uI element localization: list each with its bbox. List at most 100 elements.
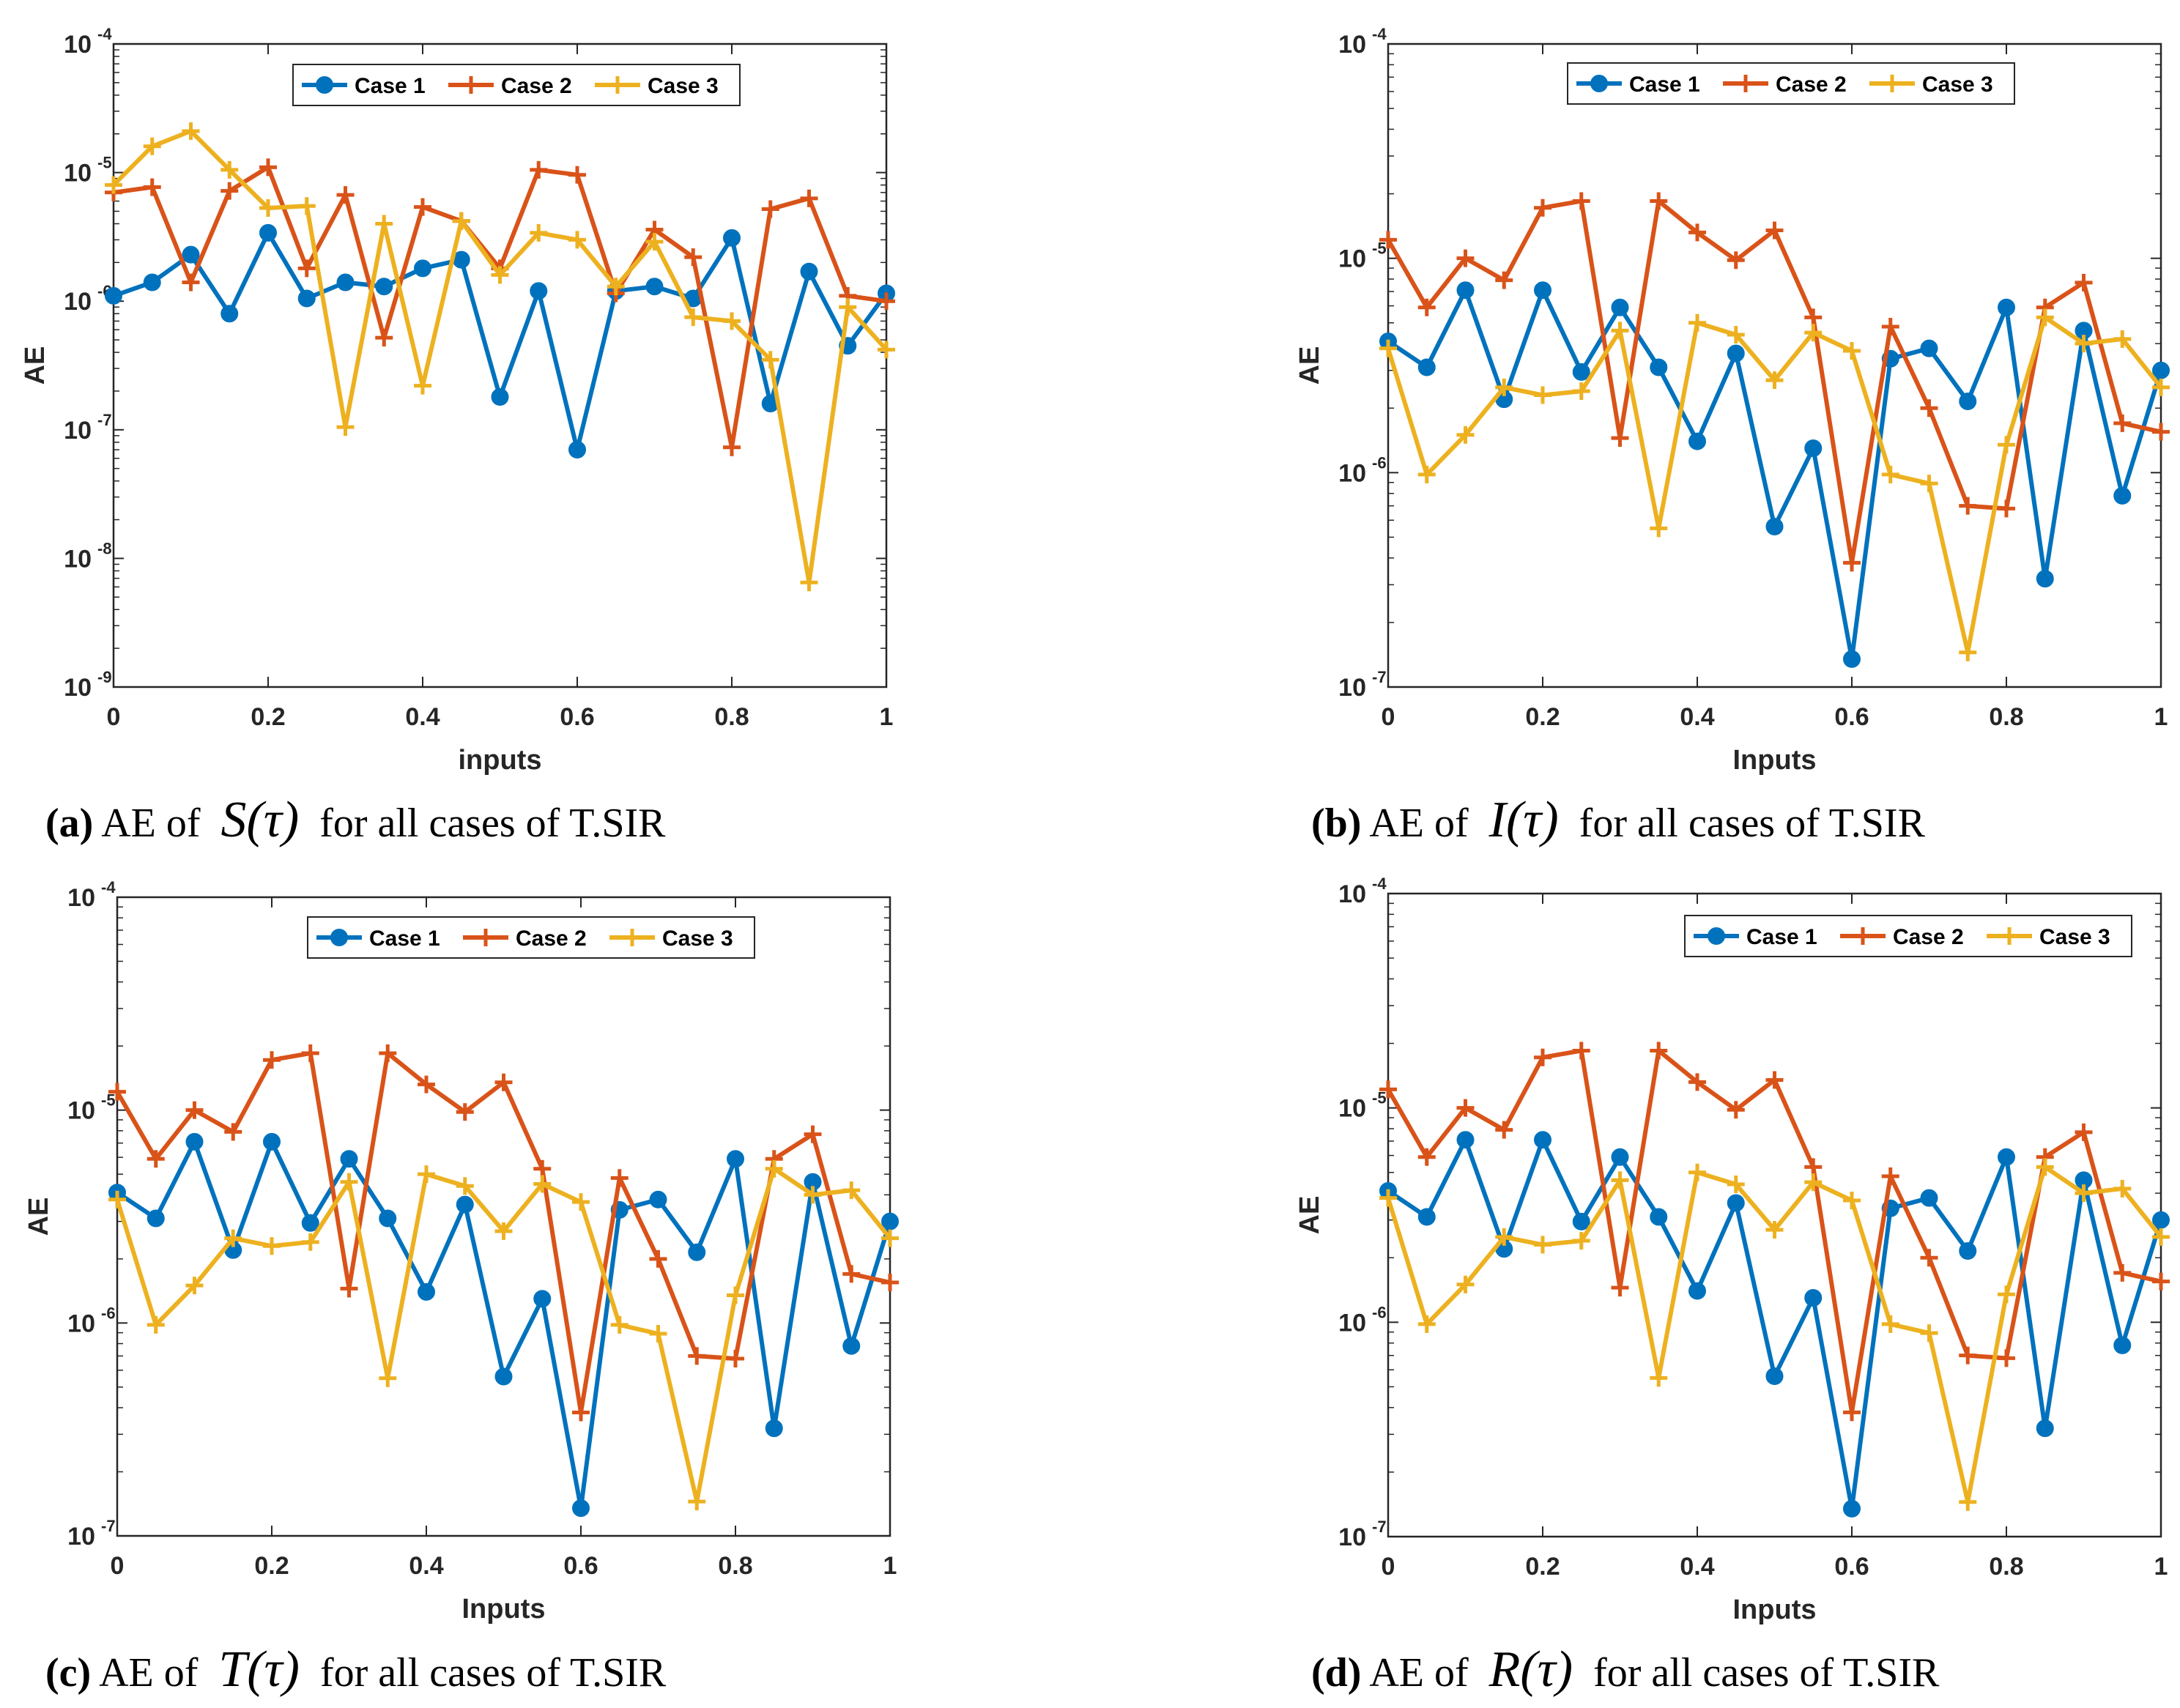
chart-b-series-2-point-0 — [1379, 231, 1397, 249]
chart-a: 10 -910 -810 -710 -610 -510 -40 0.2 0.4 0.6 0.8 1in… — [20, 25, 895, 776]
chart-c-series-3-point-19 — [842, 1181, 861, 1200]
chart-d-series-2-point-15 — [1959, 1346, 1977, 1364]
chart-d-series-3-point-0 — [1379, 1189, 1397, 1207]
chart-a-legend-box — [292, 64, 741, 106]
chart-c-series-1-point-12 — [572, 1499, 590, 1518]
chart-a-xtick-label-4: 0.8 — [714, 703, 749, 731]
chart-a-series-1-point-14 — [645, 278, 664, 296]
chart-b-legend-marker-2 — [1737, 75, 1754, 92]
chart-d-series-2-point-5 — [1572, 1041, 1590, 1060]
chart-d-series-3 — [1379, 1158, 2170, 1511]
caption-d-function: R(τ) — [1488, 1641, 1573, 1698]
chart-b-series-1-point-10 — [1765, 518, 1784, 536]
chart-c-series-2-point-9 — [456, 1103, 474, 1121]
chart-d-series-1-point-7 — [1650, 1208, 1668, 1226]
chart-c-series-1-point-10 — [494, 1367, 513, 1386]
chart-a-legend-marker-2 — [462, 76, 480, 94]
chart-c-series-3-point-4 — [263, 1237, 281, 1255]
chart-a-series-3-point-16 — [723, 312, 741, 330]
chart-b-series-3-point-11 — [1804, 324, 1823, 342]
chart-a-series-2-point-12 — [568, 166, 586, 184]
chart-c-xtick-label-1: 0.2 — [254, 1552, 289, 1580]
chart-b-legend-label-3: Case 3 — [1922, 73, 1993, 97]
chart-a-series-2-point-8 — [414, 198, 431, 216]
chart-a-series-3-point-8 — [414, 376, 431, 395]
chart-c-series-3-point-16 — [727, 1286, 744, 1304]
chart-c-series-3-point-6 — [340, 1173, 358, 1191]
chart-c-ytick-label-0: 10 — [67, 1523, 95, 1551]
chart-a-ytick-label-0: 10 — [64, 674, 92, 702]
chart-a-ytick-exp-2: -7 — [97, 411, 112, 429]
chart-b-series-2-point-4 — [1534, 198, 1551, 217]
chart-b-series-3-point-5 — [1572, 382, 1590, 401]
chart-b-series-1-point-12 — [1843, 650, 1861, 668]
chart-c-ytick-label-1: 10 — [67, 1310, 95, 1337]
chart-c-xtick-label-0: 0 — [111, 1552, 125, 1580]
chart-d-legend-marker-1 — [1708, 927, 1725, 945]
chart-c-series-1-point-14 — [649, 1190, 667, 1208]
chart-d-series-3-point-3 — [1495, 1228, 1513, 1246]
chart-a-series-1-point-3 — [220, 305, 239, 323]
caption-b-prefix: AE of — [1361, 801, 1469, 846]
chart-d-legend-label-3: Case 3 — [2039, 925, 2110, 949]
chart-d-ytick-label-2: 10 — [1338, 1095, 1366, 1123]
chart-b-series-1-point-19 — [2113, 486, 2132, 505]
chart-d-xtick-label-2: 0.4 — [1680, 1553, 1714, 1581]
chart-a-series-3-point-10 — [491, 266, 509, 284]
chart-c-series-2-point-1 — [147, 1150, 165, 1168]
chart-a-series-3-point-13 — [607, 278, 625, 296]
chart-c-plot-frame — [116, 896, 891, 1537]
chart-a-series-1-point-0 — [105, 286, 122, 305]
chart-c-ytick-exp-1: -6 — [101, 1304, 116, 1322]
chart-b-ylabel: AE — [1294, 346, 1325, 385]
caption-b-label: (b) — [1311, 801, 1362, 846]
chart-b-series-3-point-12 — [1843, 342, 1861, 360]
chart-b-xtick-label-3: 0.6 — [1834, 703, 1869, 731]
chart-panel-d: 10 -7 10 -6 10 -5 10 -4 0 0.2 0.4 0.6 0.8 1 Inputs AE Ca… — [1260, 857, 2170, 1663]
caption-a-suffix: for all cases of T.SIR — [319, 801, 666, 846]
chart-b-series-1-point-2 — [1456, 281, 1475, 300]
chart-a-legend-label-2: Case 2 — [501, 74, 572, 98]
caption-c-function: T(τ) — [218, 1641, 300, 1698]
chart-d-series-2-point-11 — [1804, 1158, 1823, 1176]
chart-b-series-1-point-1 — [1417, 358, 1436, 376]
chart-a-series-3-point-11 — [530, 223, 548, 242]
chart-a-series-3-point-18 — [800, 573, 818, 592]
caption-b-function: I(τ) — [1488, 792, 1559, 848]
caption-d-suffix: for all cases of T.SIR — [1593, 1650, 1940, 1696]
chart-b-xlabel: Inputs — [1733, 745, 1817, 776]
chart-c-series-2-point-19 — [842, 1265, 861, 1283]
chart-d-series-3-point-20 — [2152, 1228, 2170, 1246]
chart-c-series-2-point-5 — [301, 1044, 319, 1063]
chart-a-series-2-point-2 — [182, 273, 200, 292]
chart-d-series-2-point-2 — [1456, 1099, 1475, 1117]
caption-c: (c) AE of T(τ) for all cases of T.SIR — [45, 1641, 666, 1699]
chart-d-series-3-point-4 — [1534, 1236, 1551, 1254]
chart-c-series-2-point-10 — [494, 1073, 513, 1091]
chart-a-series-1-point-4 — [259, 223, 277, 242]
chart-a-series-1-point-16 — [723, 229, 741, 247]
chart-c-series-3-point-5 — [301, 1233, 319, 1251]
chart-b-series-3-point-15 — [1959, 643, 1977, 661]
chart-c-legend-label-2: Case 2 — [516, 927, 587, 951]
chart-c-series-2-point-16 — [727, 1350, 744, 1368]
caption-a-prefix: AE of — [93, 801, 201, 846]
chart-c-series-1-point-20 — [881, 1212, 899, 1230]
chart-a-xtick-label-5: 1 — [880, 703, 894, 731]
chart-c-series-1-point-16 — [727, 1150, 744, 1168]
chart-b-ytick-label-0: 10 — [1338, 674, 1366, 702]
chart-d-xtick-label-1: 0.2 — [1525, 1553, 1560, 1581]
chart-b-series-1-point-8 — [1688, 432, 1706, 450]
chart-c-ytick-label-2: 10 — [67, 1097, 95, 1125]
chart-d-series-1-point-10 — [1765, 1367, 1784, 1386]
chart-d-series-2-point-7 — [1650, 1041, 1668, 1060]
chart-b-series-2-point-1 — [1417, 298, 1436, 316]
chart-a-ytick-label-3: 10 — [64, 288, 92, 316]
chart-d-legend-marker-3 — [2001, 927, 2018, 945]
chart-a-series-1-point-7 — [375, 278, 393, 296]
chart-d-series-3-point-12 — [1843, 1192, 1861, 1210]
chart-c-xtick-label-3: 0.6 — [563, 1552, 598, 1580]
chart-c-series-1-point-5 — [301, 1214, 319, 1232]
chart-c-legend-box — [307, 916, 755, 959]
chart-c-series-3-point-10 — [494, 1222, 513, 1240]
